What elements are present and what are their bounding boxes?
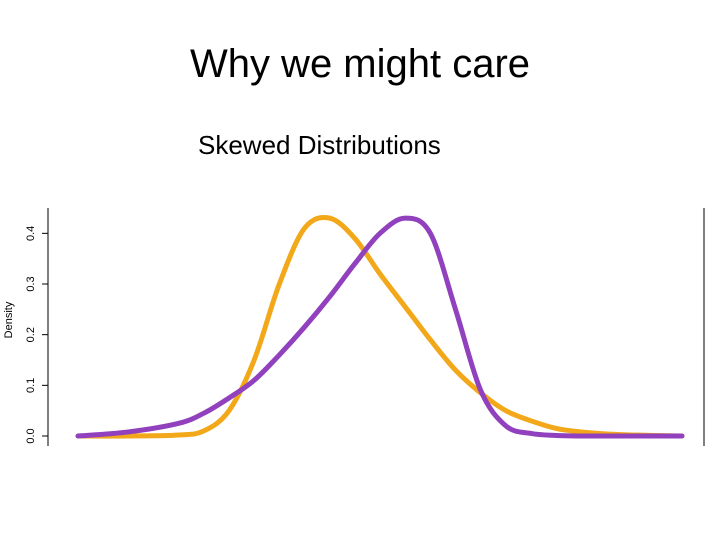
series-line-1	[75, 214, 685, 439]
slide-subtitle: Skewed Distributions	[198, 130, 441, 160]
y-axis-title: Density	[3, 301, 15, 338]
y-tick-label: 0.0	[25, 428, 37, 443]
y-tick-label: 0.2	[25, 327, 37, 342]
slide-title: Why we might care	[189, 42, 531, 86]
series-line-2	[75, 215, 685, 439]
y-tick-label: 0.3	[25, 276, 37, 291]
density-chart: Density 0.0 0.1 0.2 0.3 0.4	[3, 208, 705, 446]
y-tick-label: 0.1	[25, 378, 37, 393]
y-tick-label: 0.4	[25, 226, 37, 241]
y-ticks: 0.0 0.1 0.2 0.3 0.4	[25, 226, 48, 444]
series-layer	[75, 214, 685, 439]
